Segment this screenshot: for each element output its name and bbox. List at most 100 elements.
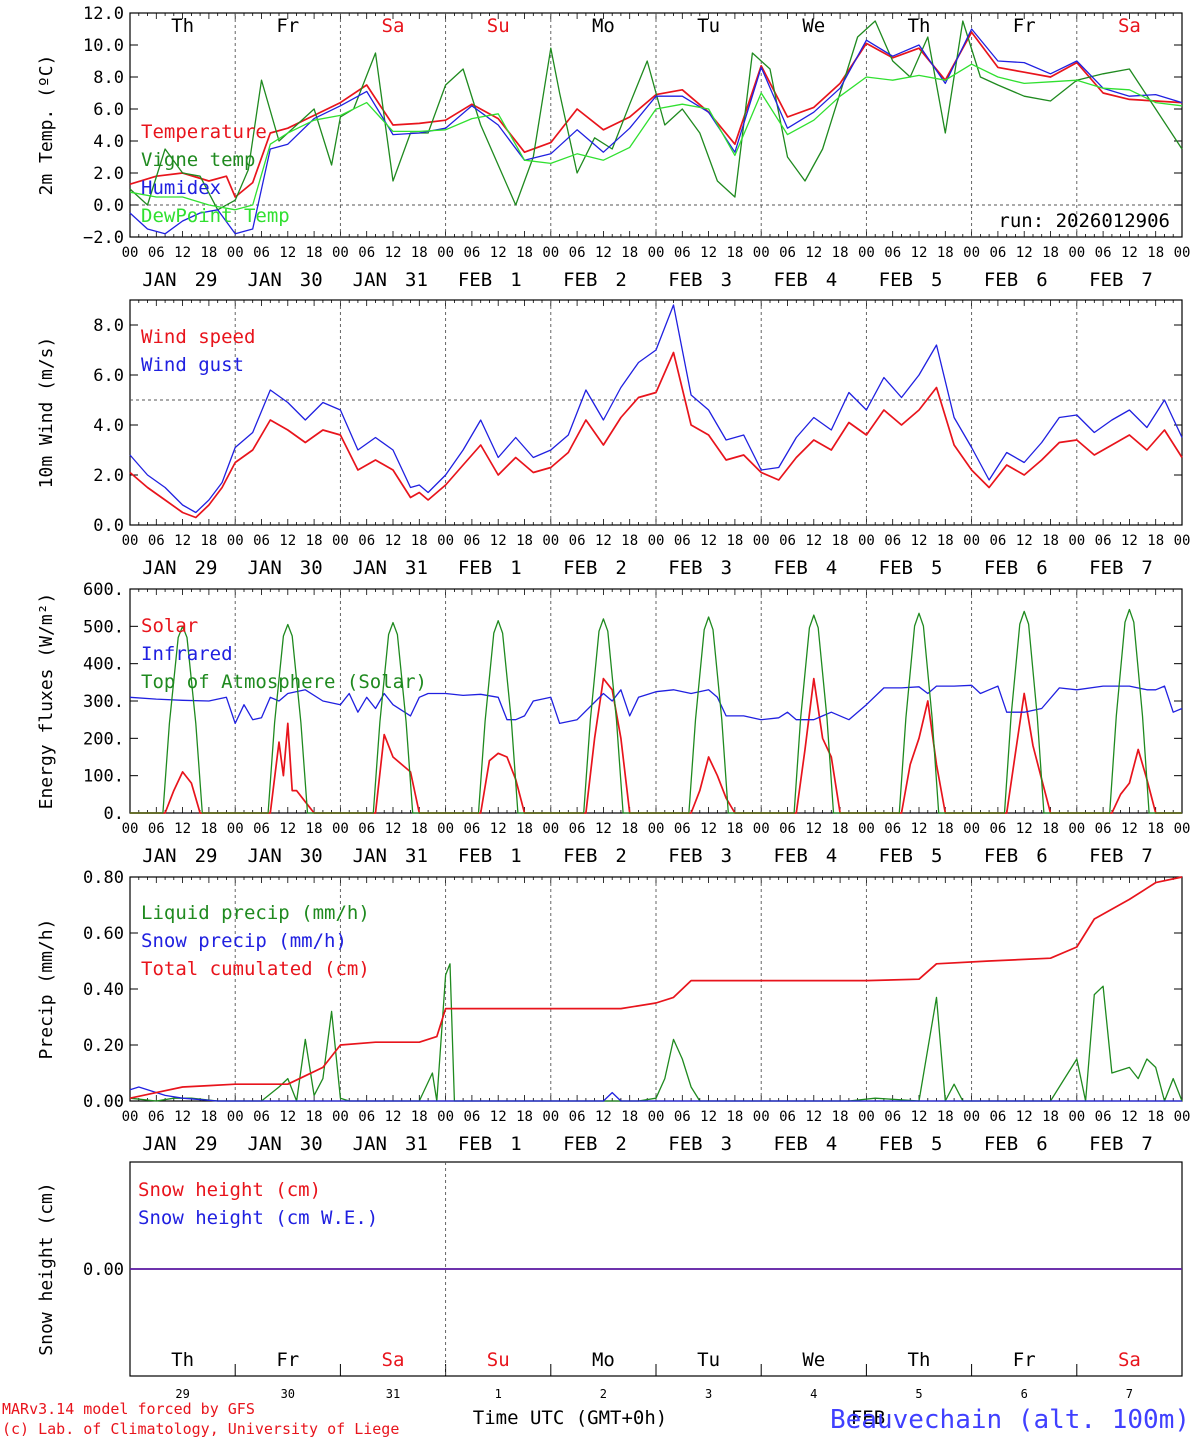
temperature-series-humidex <box>129 28 1183 235</box>
wind-y-tick-label: 0.0 <box>93 516 124 536</box>
energy-y-tick-label: 600. <box>83 580 124 600</box>
wind-hour-label: 00 <box>542 533 559 549</box>
temperature-y-tick-label: 12.0 <box>83 4 124 24</box>
precip-minor-ticks <box>129 877 1183 1101</box>
energy-date-day: 3 <box>721 845 732 867</box>
snow-date-number: 2 <box>600 1387 607 1401</box>
precip-date-day: 31 <box>405 1133 428 1155</box>
energy-hour-label: 12 <box>490 821 507 837</box>
temperature-hour-label: 06 <box>989 245 1006 261</box>
temperature-date-day: 5 <box>931 269 942 291</box>
snow-legend-entry: Snow height (cm) <box>138 1179 321 1201</box>
snow-day-name: Su <box>487 1349 510 1371</box>
temperature-hour-label: 12 <box>805 245 822 261</box>
precip-hour-label: 00 <box>122 1109 139 1125</box>
wind-hour-label: 18 <box>937 533 954 549</box>
wind-hour-label: 12 <box>279 533 296 549</box>
temperature-hour-label: 18 <box>832 245 849 261</box>
precip-date-day: 29 <box>195 1133 218 1155</box>
panel-precip: 0.80 0.60 0.40 0.20 0.00 Precip (mm/h) Liquid … <box>36 868 1190 1155</box>
temperature-hour-label: 00 <box>858 245 875 261</box>
temperature-date-day: 1 <box>510 269 521 291</box>
energy-date-month: FEB <box>563 845 597 867</box>
energy-hour-label: 00 <box>1068 821 1085 837</box>
energy-y-tick-label: 100. <box>83 767 124 787</box>
energy-frame <box>129 588 1183 814</box>
precip-hour-label: 12 <box>700 1109 717 1125</box>
temperature-day-name: Mo <box>592 15 615 37</box>
precip-hour-label: 06 <box>148 1109 165 1125</box>
temperature-hour-label: 00 <box>227 245 244 261</box>
temperature-hour-label: 00 <box>1174 245 1191 261</box>
energy-hour-label: 06 <box>884 821 901 837</box>
temperature-day-name: Fr <box>1013 15 1036 37</box>
temperature-y-tick-label: 4.0 <box>93 132 124 152</box>
precip-hour-label: 06 <box>884 1109 901 1125</box>
snow-date-number: 5 <box>915 1387 922 1401</box>
precip-hour-label: 12 <box>279 1109 296 1125</box>
temperature-hour-label: 00 <box>1068 245 1085 261</box>
precip-hour-label: 12 <box>490 1109 507 1125</box>
wind-hour-label: 00 <box>332 533 349 549</box>
wind-hour-label: 18 <box>621 533 638 549</box>
temperature-date-day: 31 <box>405 269 428 291</box>
precip-date-month: JAN <box>353 1133 387 1155</box>
energy-hour-label: 00 <box>648 821 665 837</box>
wind-hour-label: 06 <box>989 533 1006 549</box>
wind-hour-label: 06 <box>674 533 691 549</box>
energy-hour-label: 12 <box>174 821 191 837</box>
energy-hour-label: 18 <box>937 821 954 837</box>
energy-series-infrared <box>129 684 1183 725</box>
temperature-day-name: Su <box>487 15 510 37</box>
temperature-hour-label: 06 <box>1095 245 1112 261</box>
precip-date-day: 6 <box>1036 1133 1047 1155</box>
energy-hour-label: 00 <box>332 821 349 837</box>
precip-date-day: 7 <box>1141 1133 1152 1155</box>
precip-y-tick-label: 0.20 <box>83 1036 124 1056</box>
temperature-hour-label: 06 <box>779 245 796 261</box>
energy-y-tick-label: 500. <box>83 617 124 637</box>
energy-hour-label: 18 <box>1042 821 1059 837</box>
temperature-hour-label: 12 <box>700 245 717 261</box>
wind-hour-label: 12 <box>595 533 612 549</box>
temperature-y-tick-label: 2.0 <box>93 164 124 184</box>
station-name: Beauvechain (alt. 100m) <box>830 1405 1190 1435</box>
wind-hour-label: 06 <box>358 533 375 549</box>
temperature-hour-label: 18 <box>306 245 323 261</box>
wind-hour-label: 18 <box>306 533 323 549</box>
model-credit-line: MARv3.14 model forced by GFS <box>2 1400 255 1418</box>
energy-hour-label: 00 <box>437 821 454 837</box>
precip-hour-label: 06 <box>779 1109 796 1125</box>
wind-date-day: 1 <box>510 557 521 579</box>
precip-y-tick-label: 0.00 <box>83 1092 124 1112</box>
precip-hour-label: 18 <box>832 1109 849 1125</box>
energy-hour-label: 00 <box>227 821 244 837</box>
temperature-date-month: FEB <box>773 269 807 291</box>
temperature-day-name: Sa <box>1118 15 1141 37</box>
precip-hour-label: 12 <box>385 1109 402 1125</box>
precip-hour-label: 12 <box>1016 1109 1033 1125</box>
precip-hour-label: 00 <box>542 1109 559 1125</box>
wind-hour-label: 12 <box>911 533 928 549</box>
precip-date-month: FEB <box>984 1133 1018 1155</box>
temperature-hour-label: 00 <box>122 245 139 261</box>
energy-hour-label: 12 <box>279 821 296 837</box>
snow-date-number: 31 <box>386 1387 400 1401</box>
precip-date-month: FEB <box>1089 1133 1123 1155</box>
precip-y-tick-label: 0.80 <box>83 868 124 888</box>
precip-date-day: 3 <box>721 1133 732 1155</box>
wind-date-day: 7 <box>1141 557 1152 579</box>
precip-hour-label: 00 <box>437 1109 454 1125</box>
wind-hour-label: 06 <box>779 533 796 549</box>
energy-date-day: 2 <box>615 845 626 867</box>
snow-day-name: Mo <box>592 1349 615 1371</box>
precip-hour-label: 18 <box>516 1109 533 1125</box>
temperature-day-name: We <box>802 15 825 37</box>
temperature-hour-label: 12 <box>174 245 191 261</box>
temperature-legend-entry: Temperature <box>141 121 267 143</box>
temperature-y-tick-label: −2.0 <box>83 228 124 248</box>
wind-hour-label: 06 <box>148 533 165 549</box>
energy-date-month: FEB <box>773 845 807 867</box>
temperature-hour-label: 06 <box>148 245 165 261</box>
temperature-series-temperature <box>129 31 1183 198</box>
